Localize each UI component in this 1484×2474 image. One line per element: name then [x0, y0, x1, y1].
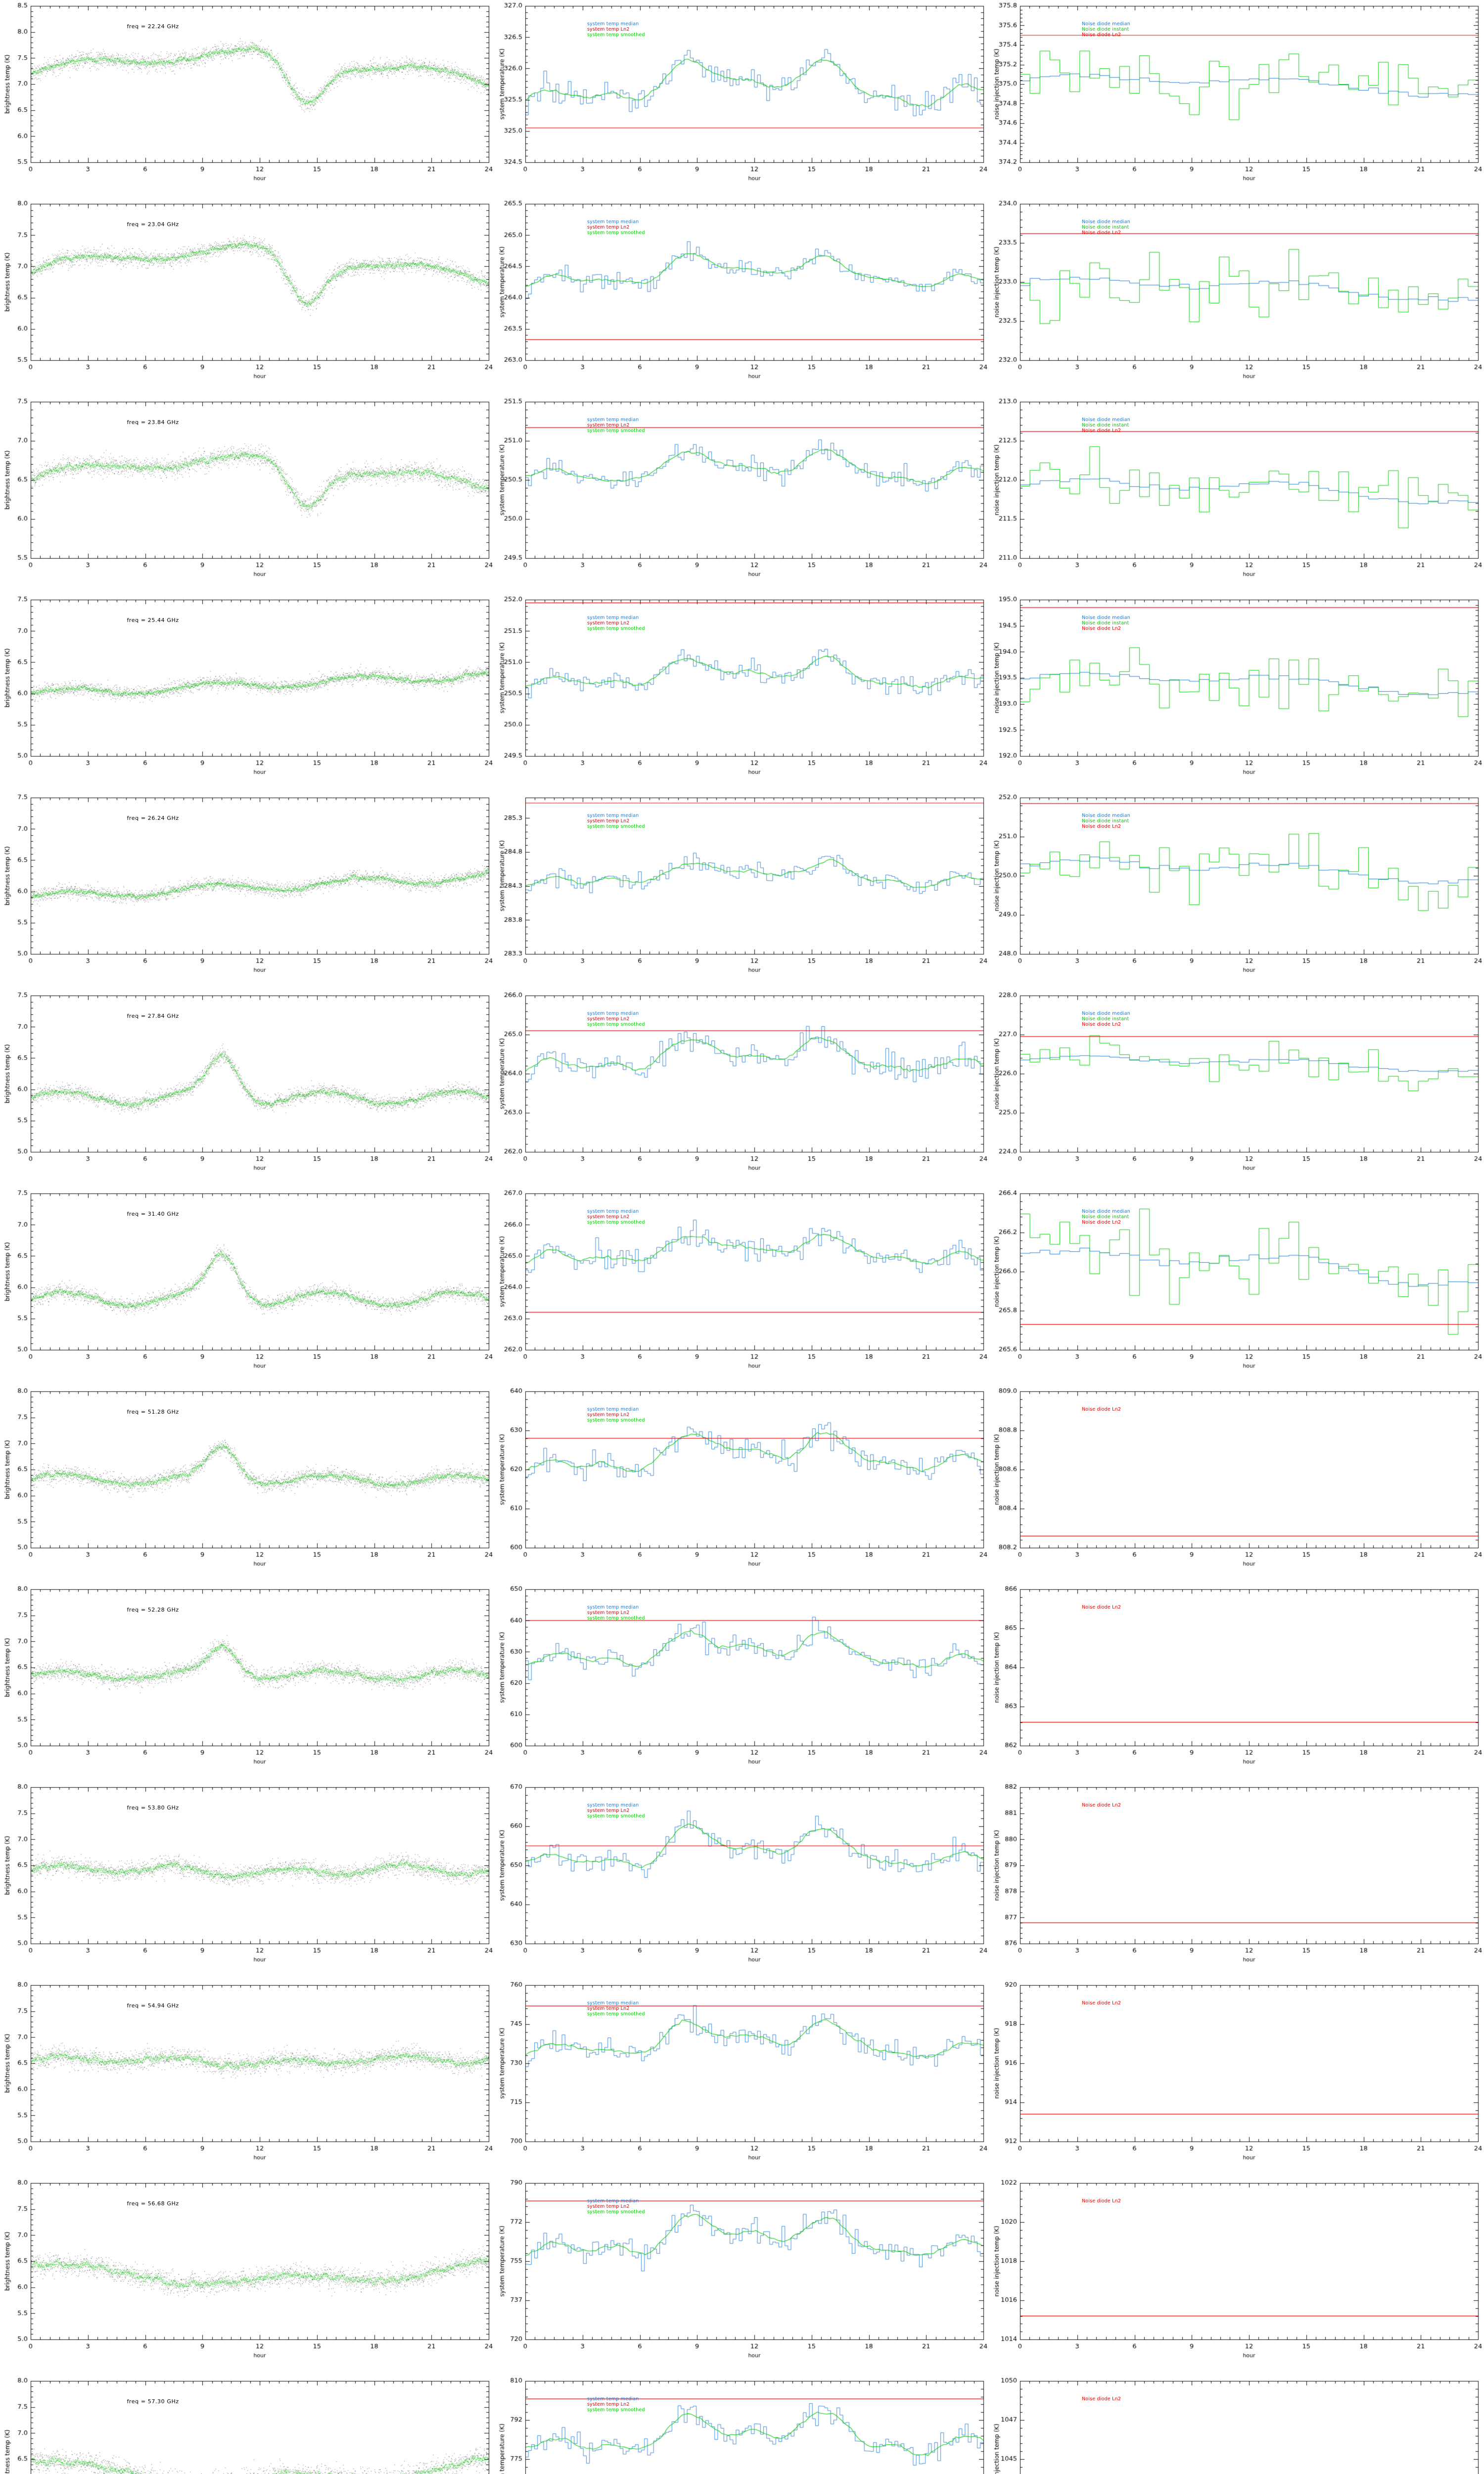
panel-noise-diode-row-5: Noise diode median Noise diode instant Noi…: [989, 990, 1484, 1188]
panel-system-temperature-row-10: system temp median system temp Ln2 system …: [495, 1979, 989, 2177]
plot-canvas-noise-diode-row-12: [989, 2375, 1484, 2474]
panel-system-temperature-row-7: system temp median system temp Ln2 system …: [495, 1385, 989, 1583]
panel-noise-diode-row-4: Noise diode median Noise diode instant Noi…: [989, 792, 1484, 990]
plot-canvas-noise-diode-row-1: [989, 198, 1484, 396]
plot-canvas-brightness-row-4: [0, 792, 495, 990]
panel-system-temperature-row-2: system temp median system temp Ln2 system …: [495, 396, 989, 594]
plot-canvas-brightness-row-11: [0, 2177, 495, 2375]
panel-noise-diode-row-2: Noise diode median Noise diode instant Noi…: [989, 396, 1484, 594]
panel-noise-diode-row-7: Noise diode Ln2: [989, 1385, 1484, 1583]
plot-canvas-brightness-row-12: [0, 2375, 495, 2474]
panel-brightness-row-1: freq = 23.04 GHz: [0, 198, 495, 396]
panel-system-temperature-row-1: system temp median system temp Ln2 system …: [495, 198, 989, 396]
panel-noise-diode-row-1: Noise diode median Noise diode instant Noi…: [989, 198, 1484, 396]
plot-canvas-brightness-row-1: [0, 198, 495, 396]
panel-brightness-row-4: freq = 26.24 GHz: [0, 792, 495, 990]
panel-system-temperature-row-0: system temp median system temp Ln2 system …: [495, 0, 989, 198]
plot-canvas-system-temperature-row-9: [495, 1781, 989, 1979]
panel-brightness-row-8: freq = 52.28 GHz: [0, 1583, 495, 1781]
plot-canvas-system-temperature-row-1: [495, 198, 989, 396]
panel-brightness-row-6: freq = 31.40 GHz: [0, 1188, 495, 1385]
panel-brightness-row-7: freq = 51.28 GHz: [0, 1385, 495, 1583]
panel-brightness-row-10: freq = 54.94 GHz: [0, 1979, 495, 2177]
plot-canvas-system-temperature-row-8: [495, 1583, 989, 1781]
plot-canvas-system-temperature-row-0: [495, 0, 989, 198]
panel-noise-diode-row-3: Noise diode median Noise diode instant Noi…: [989, 594, 1484, 792]
plot-canvas-system-temperature-row-2: [495, 396, 989, 594]
plot-canvas-brightness-row-0: [0, 0, 495, 198]
plot-canvas-brightness-row-10: [0, 1979, 495, 2177]
plot-canvas-noise-diode-row-3: [989, 594, 1484, 792]
plot-canvas-noise-diode-row-4: [989, 792, 1484, 990]
panel-system-temperature-row-4: system temp median system temp Ln2 system …: [495, 792, 989, 990]
panel-system-temperature-row-3: system temp median system temp Ln2 system …: [495, 594, 989, 792]
plot-canvas-brightness-row-2: [0, 396, 495, 594]
panel-brightness-row-12: freq = 57.30 GHz: [0, 2375, 495, 2474]
plot-canvas-system-temperature-row-5: [495, 990, 989, 1188]
panel-system-temperature-row-6: system temp median system temp Ln2 system …: [495, 1188, 989, 1385]
plot-canvas-system-temperature-row-7: [495, 1385, 989, 1583]
plot-canvas-noise-diode-row-9: [989, 1781, 1484, 1979]
plot-canvas-brightness-row-7: [0, 1385, 495, 1583]
plot-canvas-system-temperature-row-4: [495, 792, 989, 990]
plot-canvas-system-temperature-row-10: [495, 1979, 989, 2177]
panel-noise-diode-row-8: Noise diode Ln2: [989, 1583, 1484, 1781]
panel-brightness-row-9: freq = 53.80 GHz: [0, 1781, 495, 1979]
plot-canvas-noise-diode-row-8: [989, 1583, 1484, 1781]
panel-noise-diode-row-10: Noise diode Ln2: [989, 1979, 1484, 2177]
plot-canvas-noise-diode-row-7: [989, 1385, 1484, 1583]
plot-canvas-system-temperature-row-6: [495, 1188, 989, 1385]
panel-noise-diode-row-0: Noise diode median Noise diode instant Noi…: [989, 0, 1484, 198]
panel-system-temperature-row-8: system temp median system temp Ln2 system …: [495, 1583, 989, 1781]
panel-brightness-row-5: freq = 27.84 GHz: [0, 990, 495, 1188]
plot-canvas-noise-diode-row-11: [989, 2177, 1484, 2375]
panel-noise-diode-row-6: Noise diode median Noise diode instant Noi…: [989, 1188, 1484, 1385]
panel-system-temperature-row-12: system temp median system temp Ln2 system …: [495, 2375, 989, 2474]
plot-canvas-noise-diode-row-0: [989, 0, 1484, 198]
plot-canvas-brightness-row-6: [0, 1188, 495, 1385]
plot-canvas-noise-diode-row-10: [989, 1979, 1484, 2177]
plot-canvas-brightness-row-5: [0, 990, 495, 1188]
panel-noise-diode-row-11: Noise diode Ln2: [989, 2177, 1484, 2375]
panel-system-temperature-row-11: system temp median system temp Ln2 system …: [495, 2177, 989, 2375]
plot-canvas-system-temperature-row-12: [495, 2375, 989, 2474]
panel-brightness-row-11: freq = 56.68 GHz: [0, 2177, 495, 2375]
panel-brightness-row-2: freq = 23.84 GHz: [0, 396, 495, 594]
panel-noise-diode-row-12: Noise diode Ln2: [989, 2375, 1484, 2474]
plot-canvas-brightness-row-3: [0, 594, 495, 792]
plot-canvas-brightness-row-9: [0, 1781, 495, 1979]
plot-canvas-system-temperature-row-3: [495, 594, 989, 792]
panel-brightness-row-0: freq = 22.24 GHz: [0, 0, 495, 198]
plot-canvas-system-temperature-row-11: [495, 2177, 989, 2375]
panel-brightness-row-3: freq = 25.44 GHz: [0, 594, 495, 792]
panel-system-temperature-row-9: system temp median system temp Ln2 system …: [495, 1781, 989, 1979]
plot-canvas-noise-diode-row-2: [989, 396, 1484, 594]
panel-noise-diode-row-9: Noise diode Ln2: [989, 1781, 1484, 1979]
plot-canvas-noise-diode-row-5: [989, 990, 1484, 1188]
plot-canvas-brightness-row-8: [0, 1583, 495, 1781]
plot-canvas-noise-diode-row-6: [989, 1188, 1484, 1385]
panel-system-temperature-row-5: system temp median system temp Ln2 system …: [495, 990, 989, 1188]
